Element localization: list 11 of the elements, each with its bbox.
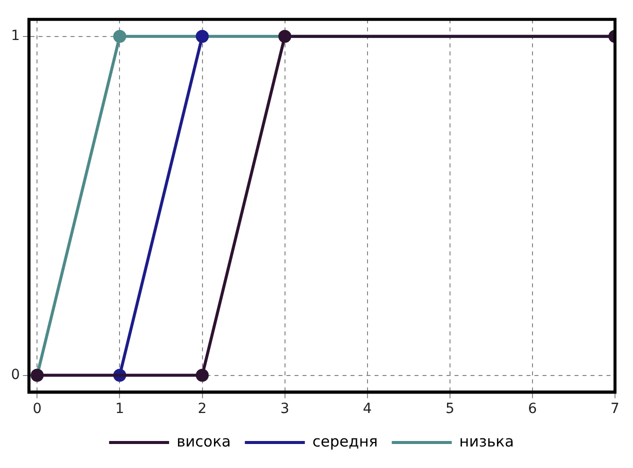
legend-label: низька — [459, 432, 514, 450]
x-tick-label: 0 — [32, 401, 42, 418]
legend-label: середня — [312, 432, 378, 450]
x-tick-label: 7 — [610, 401, 620, 418]
x-tick-label: 2 — [198, 401, 207, 418]
x-tick-label: 1 — [115, 401, 124, 418]
x-tick-label: 4 — [362, 401, 372, 418]
x-tick-label: 6 — [528, 401, 537, 418]
x-tick-label: 5 — [445, 401, 454, 418]
legend-label: висока — [176, 432, 231, 450]
x-tick-label: 3 — [280, 401, 290, 418]
